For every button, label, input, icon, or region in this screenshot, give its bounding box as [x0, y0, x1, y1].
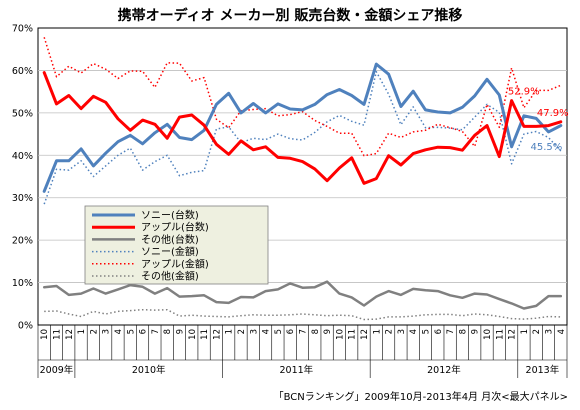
x-tick-label: 5 — [126, 329, 136, 334]
x-tick-label: 8 — [458, 329, 468, 334]
legend-label: ソニー(台数) — [141, 209, 199, 222]
year-label: 2011年 — [280, 364, 314, 376]
y-tick-label: 30% — [12, 193, 33, 204]
x-tick-label: 5 — [422, 329, 432, 334]
x-tick-label: 10 — [335, 329, 345, 340]
legend-label: アップル(金額) — [141, 257, 209, 270]
x-tick-label: 8 — [163, 329, 173, 334]
year-label: 2009年 — [40, 364, 74, 376]
series-line — [42, 71, 563, 185]
x-tick-label: 2 — [237, 329, 247, 334]
year-label: 2013年 — [526, 364, 560, 376]
legend: ソニー(台数)アップル(台数)その他(台数)ソニー(金額)アップル(金額)その他… — [84, 205, 269, 285]
data-label: 47.9% — [537, 108, 569, 119]
x-tick-label: 10 — [483, 329, 493, 340]
x-tick-label: 12 — [212, 329, 222, 340]
data-label: 52.9% — [508, 87, 540, 98]
source-note: 「BCNランキング」2009年10月-2013年4月 月次<最大パネル> — [274, 390, 568, 403]
legend-box — [84, 205, 269, 285]
x-tick-label: 9 — [175, 329, 185, 334]
x-tick-label: 11 — [52, 329, 62, 340]
x-tick-label: 1 — [372, 329, 382, 334]
x-tick-label: 12 — [508, 329, 518, 340]
series-line — [43, 37, 562, 157]
series-line — [42, 62, 563, 193]
x-tick-label: 6 — [286, 329, 296, 334]
data-label: 45.5% — [531, 142, 563, 153]
x-tick-label: 10 — [188, 329, 198, 340]
y-tick-label: 0% — [18, 321, 33, 332]
x-axis: 10 11 12 1 2 3 4 5 6 7 8 9 10 11 12 1 2 3 4 5 6 7 8 9 10 11 12 1 2 3 4… — [37, 325, 568, 378]
y-tick-label: 70% — [12, 24, 33, 35]
legend-label: アップル(台数) — [141, 221, 209, 234]
y-tick-label: 50% — [12, 108, 33, 119]
legend-label: その他(金額) — [141, 270, 199, 283]
series-line — [43, 70, 562, 205]
annotations: 52.9% 47.9% 45.5% — [508, 87, 569, 153]
chart-title: 携帯オーディオ メーカー別 販売台数・金額シェア推移 — [118, 7, 463, 24]
plot-frame — [37, 27, 568, 326]
x-tick-label: 3 — [397, 329, 407, 334]
x-tick-label: 6 — [139, 329, 149, 334]
x-tick-label: 12 — [65, 329, 75, 340]
x-tick-label: 11 — [348, 329, 358, 340]
series-line — [44, 308, 561, 321]
x-tick-label: 1 — [77, 329, 87, 334]
x-tick-label: 2 — [532, 329, 542, 334]
x-tick-label: 8 — [311, 329, 321, 334]
x-tick-label: 7 — [446, 329, 456, 334]
x-tick-label: 11 — [200, 329, 210, 340]
x-tick-label: 3 — [249, 329, 259, 334]
x-tick-label: 11 — [495, 329, 505, 340]
x-tick-label: 5 — [274, 329, 284, 334]
x-tick-label: 7 — [151, 329, 161, 334]
legend-label: その他(台数) — [141, 233, 199, 246]
y-tick-label: 20% — [12, 236, 33, 247]
series-layer — [42, 37, 563, 321]
year-label: 2010年 — [132, 364, 166, 376]
x-tick-label: 4 — [557, 329, 567, 334]
x-tick-label: 3 — [545, 329, 555, 334]
x-tick-label: 6 — [434, 329, 444, 334]
x-tick-label: 2 — [89, 329, 99, 334]
y-tick-label: 40% — [12, 151, 33, 162]
legend-label: ソニー(金額) — [141, 245, 199, 258]
x-tick-label: 4 — [114, 329, 124, 334]
x-tick-label: 1 — [520, 329, 530, 334]
y-tick-label: 10% — [12, 278, 33, 289]
x-tick-label: 9 — [471, 329, 481, 334]
year-label: 2012年 — [427, 364, 461, 376]
series-line — [42, 280, 563, 310]
x-tick-label: 1 — [225, 329, 235, 334]
y-axis: 0% 10% 20% 30% 40% 50% 60% 70% — [12, 24, 33, 332]
x-tick-label: 4 — [262, 329, 272, 334]
x-tick-label: 4 — [409, 329, 419, 334]
x-tick-label: 7 — [299, 329, 309, 334]
x-tick-label: 2 — [385, 329, 395, 334]
x-tick-label: 12 — [360, 329, 370, 340]
y-tick-label: 60% — [12, 66, 33, 77]
x-tick-label: 9 — [323, 329, 333, 334]
x-tick-label: 10 — [40, 329, 50, 340]
x-tick-label: 3 — [102, 329, 112, 334]
